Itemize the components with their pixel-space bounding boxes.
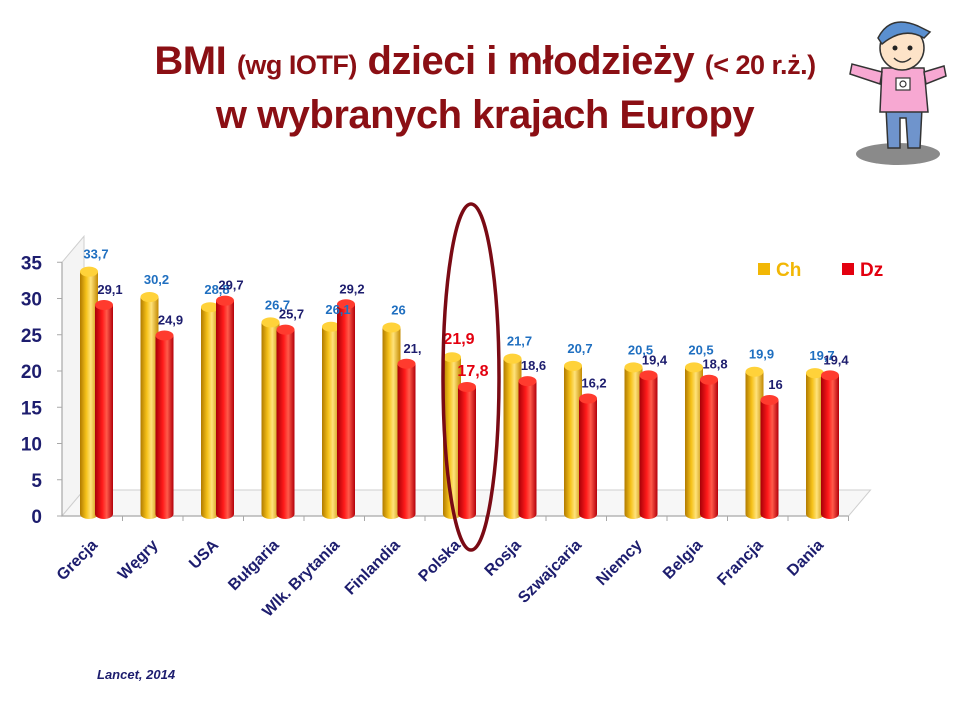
y-tick-label: 25 bbox=[21, 326, 43, 347]
x-tick-label: Rosja bbox=[482, 537, 525, 580]
bar-ch bbox=[140, 292, 159, 519]
polska-highlight-ellipse bbox=[441, 202, 501, 552]
page-title: BMI (wg IOTF) dzieci i młodzieży (< 20 r… bbox=[60, 36, 910, 140]
bar-dz bbox=[95, 300, 113, 519]
bar-dz bbox=[397, 358, 416, 519]
data-label-ch: 19,7 bbox=[809, 348, 834, 363]
data-label-dz: 18,8 bbox=[702, 357, 727, 372]
x-tick-label: Finlandia bbox=[342, 537, 404, 599]
data-label-dz: 21, bbox=[403, 341, 421, 356]
y-tick-label: 0 bbox=[31, 507, 42, 528]
data-label-ch: 19,9 bbox=[749, 347, 774, 362]
data-label-dz: 29,1 bbox=[97, 282, 122, 297]
bar-dz bbox=[518, 376, 537, 519]
x-tick-label: Niemcy bbox=[593, 537, 645, 589]
bar-dz bbox=[821, 370, 839, 519]
bar-ch bbox=[261, 317, 280, 519]
title-line-1: BMI (wg IOTF) dzieci i młodzieży (< 20 r… bbox=[154, 39, 816, 83]
bar-ch bbox=[201, 302, 219, 519]
bar-dz bbox=[155, 330, 174, 519]
bar-ch bbox=[322, 321, 340, 519]
legend-swatch bbox=[842, 263, 854, 275]
bar-ch bbox=[745, 366, 764, 519]
bar-ch bbox=[806, 368, 824, 519]
y-tick-label: 20 bbox=[21, 362, 42, 383]
data-label-ch: 26,1 bbox=[325, 302, 350, 317]
data-label-dz: 24,9 bbox=[158, 312, 183, 327]
data-label-ch: 26,7 bbox=[265, 297, 290, 312]
bar-ch bbox=[624, 362, 643, 519]
legend-label: Ch bbox=[776, 260, 801, 281]
bar-dz bbox=[760, 395, 779, 519]
data-label-dz: 16 bbox=[768, 377, 782, 392]
bar-dz bbox=[579, 393, 597, 519]
x-tick-label: Węgry bbox=[115, 537, 162, 584]
data-label-ch: 21,7 bbox=[507, 334, 532, 349]
data-label-dz: 19,4 bbox=[642, 352, 668, 367]
bar-dz bbox=[639, 370, 658, 519]
data-label-dz: 25,7 bbox=[279, 307, 304, 322]
y-tick-label: 10 bbox=[21, 435, 42, 456]
bar-ch bbox=[503, 353, 522, 519]
x-tick-label: Polska bbox=[416, 537, 465, 586]
legend-swatch bbox=[758, 263, 770, 275]
bar-ch bbox=[382, 322, 401, 519]
data-label-dz: 16,2 bbox=[581, 376, 606, 391]
x-tick-label: USA bbox=[186, 536, 222, 572]
x-tick-label: Dania bbox=[784, 537, 827, 580]
data-label-dz: 29,2 bbox=[339, 281, 364, 296]
x-tick-label: Francja bbox=[714, 537, 766, 589]
bar-ch bbox=[80, 266, 98, 519]
source-citation: Lancet, 2014 bbox=[97, 667, 176, 682]
x-tick-label: Belgia bbox=[660, 537, 706, 583]
data-label-ch: 26 bbox=[391, 303, 405, 318]
legend-label: Dz bbox=[860, 260, 883, 281]
y-tick-label: 15 bbox=[21, 398, 43, 419]
data-label-ch: 21,9 bbox=[443, 331, 474, 348]
bar-dz bbox=[458, 381, 476, 519]
bar-dz bbox=[700, 374, 718, 519]
bar-dz bbox=[216, 295, 234, 519]
chart-legend: Ch Dz bbox=[758, 260, 883, 281]
x-tick-label: Szwajcaria bbox=[515, 537, 585, 607]
bar-ch bbox=[564, 360, 582, 519]
cartoon-child-icon bbox=[849, 21, 947, 165]
bar-dz bbox=[337, 299, 355, 519]
data-label-ch: 20,5 bbox=[628, 342, 653, 357]
x-tick-label: Bułgaria bbox=[225, 537, 282, 594]
y-tick-label: 35 bbox=[21, 253, 43, 274]
data-label-ch: 20,5 bbox=[688, 342, 713, 357]
data-label-ch: 20,7 bbox=[567, 341, 592, 356]
data-label-dz: 18,6 bbox=[521, 358, 546, 373]
data-label-ch: 33,7 bbox=[83, 247, 108, 262]
data-label-dz: 29,7 bbox=[218, 278, 243, 293]
data-label-dz: 19,4 bbox=[823, 352, 849, 367]
data-label-ch: 28,8 bbox=[204, 282, 229, 297]
data-label-ch: 30,2 bbox=[144, 272, 169, 287]
x-tick-label: Grecja bbox=[54, 537, 101, 584]
data-label-dz: 17,8 bbox=[457, 363, 488, 380]
bar-ch bbox=[685, 362, 703, 519]
y-tick-label: 30 bbox=[21, 290, 42, 311]
title-line-2: w wybranych krajach Europy bbox=[215, 93, 755, 137]
y-tick-label: 5 bbox=[31, 471, 42, 492]
bar-dz bbox=[276, 324, 295, 519]
